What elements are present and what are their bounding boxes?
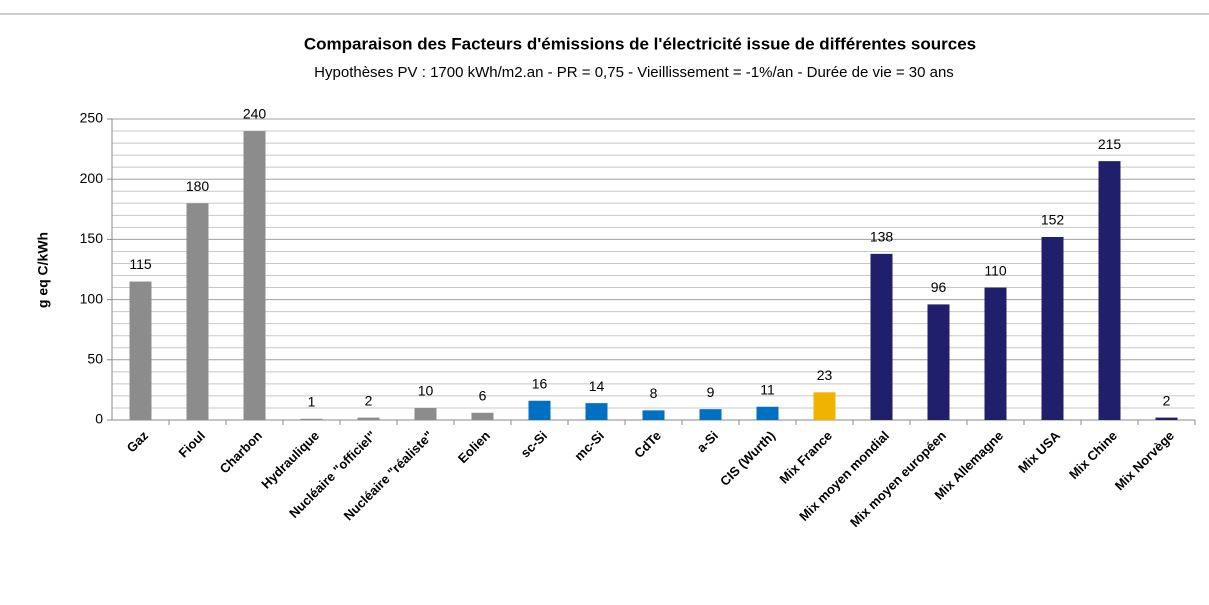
y-tick-label: 0 [95,411,103,427]
bar [870,253,893,420]
value-label: 8 [650,385,658,401]
x-tick-label: Mix Chine [1066,428,1120,482]
y-tick-label: 150 [80,230,104,246]
value-label: 10 [418,383,434,399]
y-tick-label: 100 [80,290,104,306]
value-label: 9 [707,384,715,400]
value-label: 11 [760,381,775,397]
bar [756,406,779,420]
bar [984,287,1007,420]
value-label: 138 [870,229,894,245]
x-tick-label: Charbon [217,428,265,476]
bar [471,412,494,420]
x-tick-label: Fioul [175,428,208,461]
bar [129,281,152,420]
bar [1155,417,1178,420]
bar [300,418,323,420]
value-label: 96 [931,279,947,295]
y-tick-label: 200 [80,170,104,186]
value-label: 110 [984,262,1007,278]
bar [813,392,836,420]
value-label: 16 [532,375,548,391]
value-label: 115 [129,256,152,272]
value-label: 180 [186,178,210,194]
x-tick-label: Gaz [124,428,152,456]
bar [528,400,551,420]
bar [1041,236,1064,420]
bar [642,410,665,420]
chart-title: Comparaison des Facteurs d'émissions de … [304,34,976,53]
chart-subtitle: Hypothèses PV : 1700 kWh/m2.an - PR = 0,… [314,64,954,81]
value-label: 1 [308,393,316,409]
bar [357,417,380,420]
x-tick-label: Mix USA [1015,428,1063,476]
value-label: 240 [243,106,267,122]
x-tick-label: Mix France [776,428,835,487]
value-label: 152 [1041,212,1065,228]
value-label: 215 [1098,136,1122,152]
value-label: 14 [589,378,605,394]
x-tick-label: sc-Si [517,428,550,461]
x-tick-label: mc-Si [571,428,607,464]
bar [585,403,608,420]
value-label: 2 [365,392,373,408]
value-label: 2 [1163,392,1171,408]
y-axis-label: g eq C/kWh [35,232,51,308]
x-tick-label: Hydraulique [258,428,322,492]
bar [186,203,209,420]
x-tick-label: Eolien [455,428,493,466]
value-label: 6 [479,387,487,403]
y-tick-label: 50 [87,351,103,367]
value-label: 23 [817,367,833,383]
bar [699,409,722,420]
x-tick-label: CdTe [631,428,664,461]
x-tick-label: a-Si [694,428,721,455]
bar [1098,161,1121,420]
x-tick-label: Mix moyen européen [847,428,949,530]
x-tick-label: Mix Norvège [1112,428,1177,493]
bar [243,131,266,421]
y-tick-label: 250 [80,110,104,126]
bar [414,407,437,420]
bar [927,304,950,420]
x-tick-label: CIS (Wurth) [717,428,778,489]
